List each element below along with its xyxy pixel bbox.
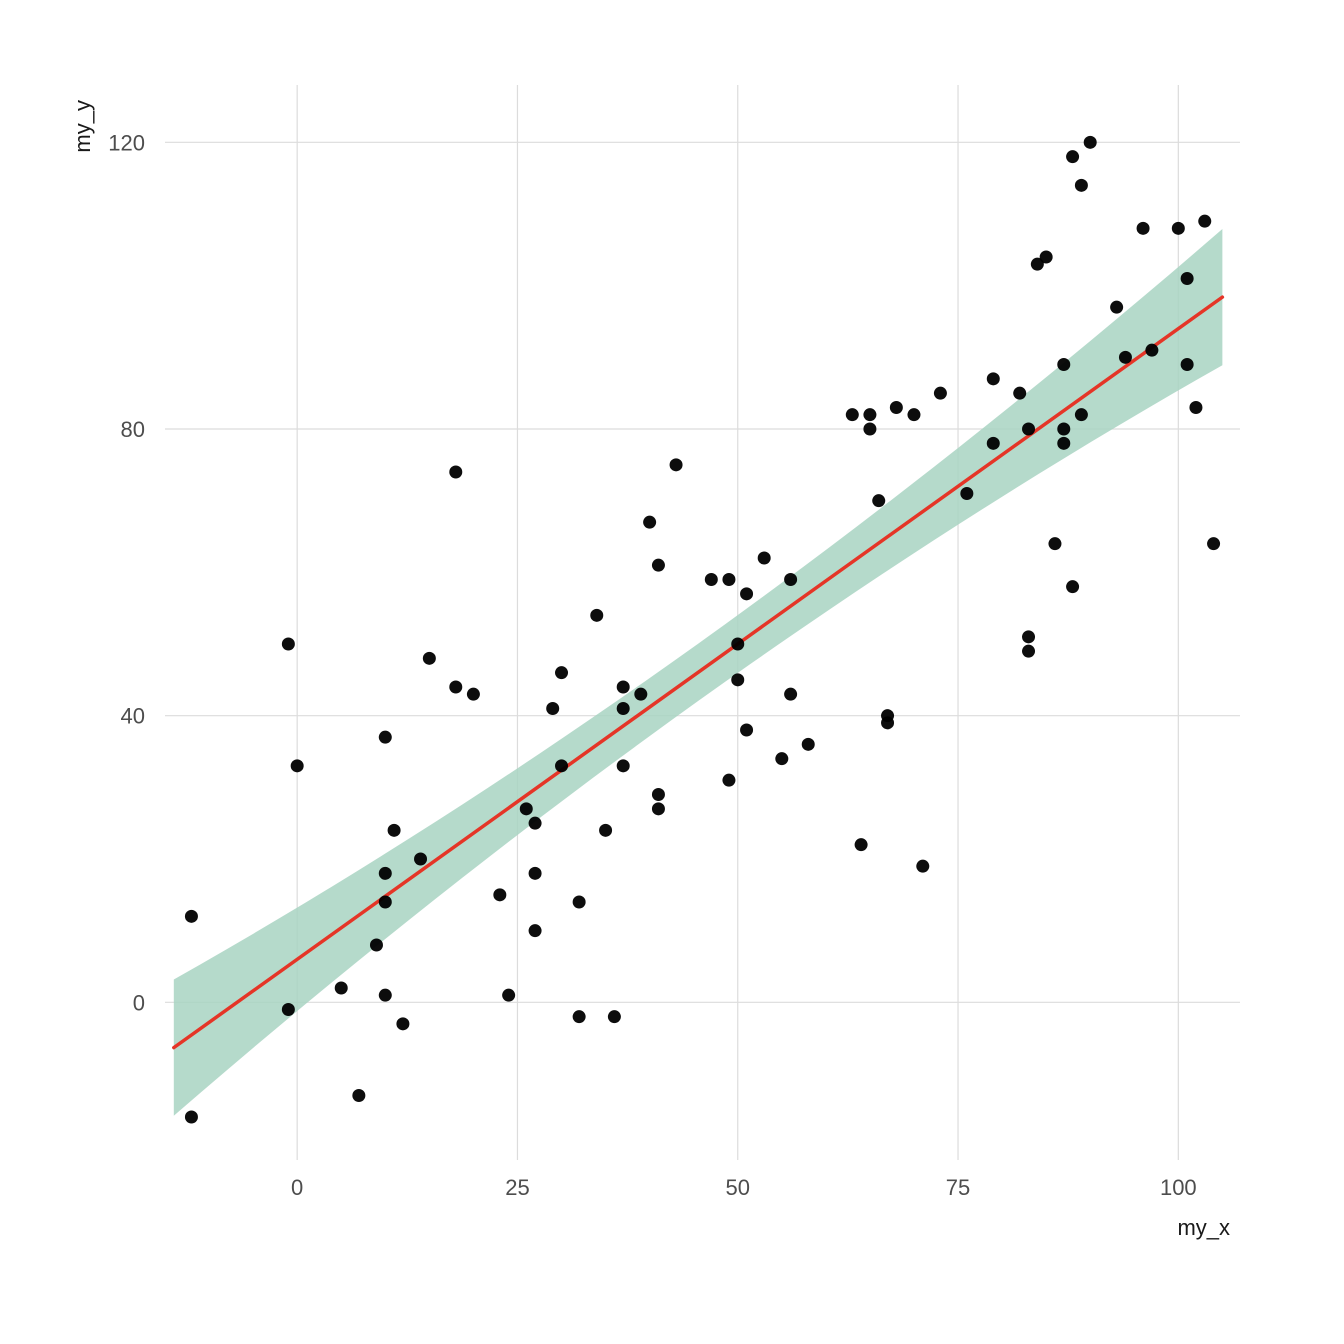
y-tick-label: 40 bbox=[121, 704, 145, 729]
y-tick-label: 120 bbox=[108, 130, 145, 155]
x-tick-label: 25 bbox=[505, 1175, 529, 1200]
x-axis-label: my_x bbox=[1177, 1215, 1230, 1240]
scatter-regression-chart: 0 25 50 75 100 0 40 80 120 my_x my_y bbox=[0, 0, 1344, 1344]
y-axis-label: my_y bbox=[70, 100, 95, 153]
y-tick-label: 80 bbox=[121, 417, 145, 442]
chart-svg: 0 25 50 75 100 0 40 80 120 my_x my_y bbox=[0, 0, 1344, 1344]
x-tick-label: 0 bbox=[291, 1175, 303, 1200]
x-tick-label: 75 bbox=[946, 1175, 970, 1200]
x-tick-label: 100 bbox=[1160, 1175, 1197, 1200]
x-tick-label: 50 bbox=[726, 1175, 750, 1200]
y-tick-label: 0 bbox=[133, 990, 145, 1015]
